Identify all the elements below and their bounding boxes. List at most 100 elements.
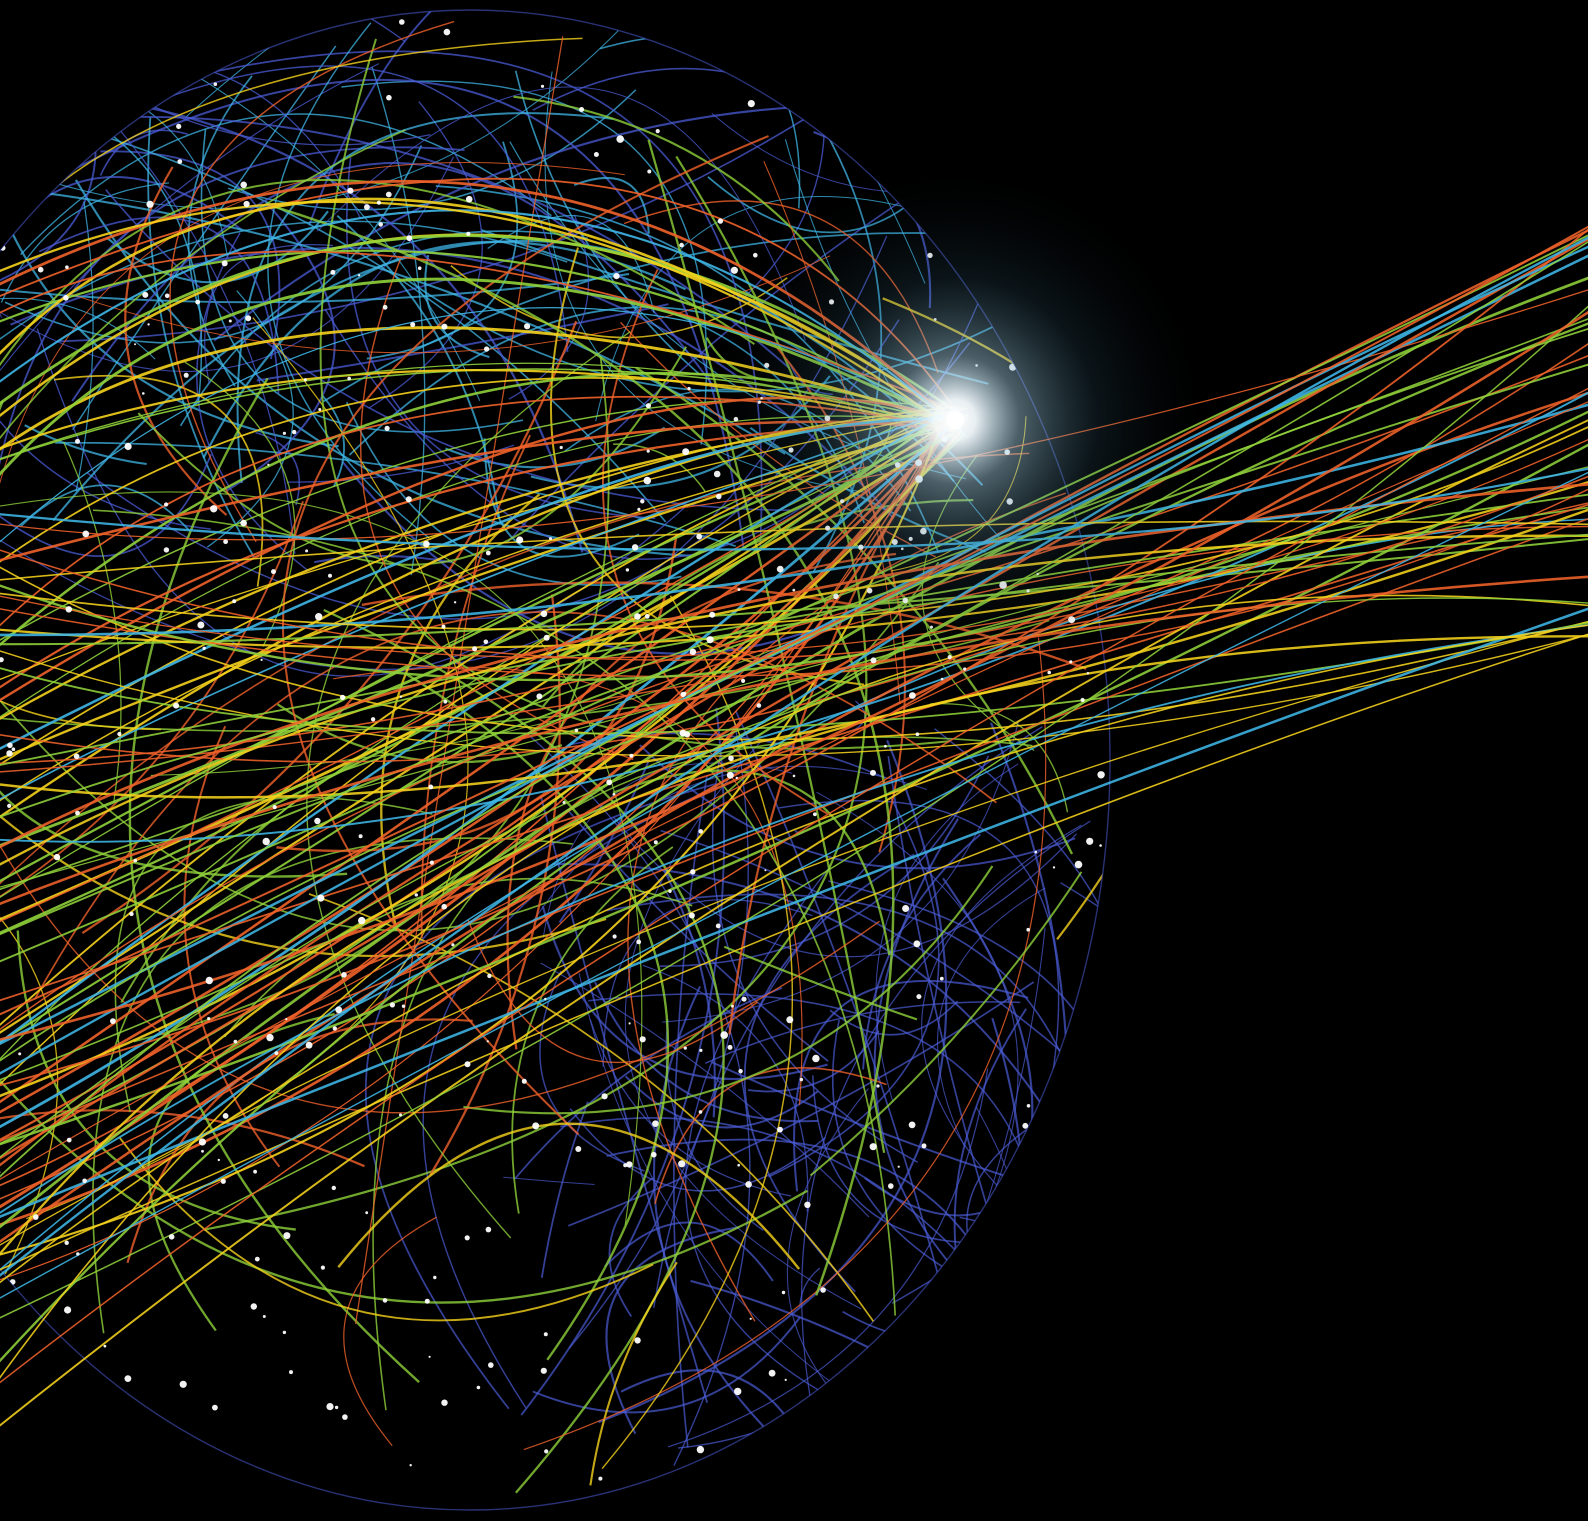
city-dot: [888, 1183, 894, 1189]
city-dot: [466, 196, 473, 203]
city-dot: [820, 1287, 826, 1293]
city-dot: [273, 805, 277, 809]
city-dot: [668, 890, 671, 893]
city-dot: [680, 730, 687, 737]
city-dot: [741, 679, 745, 683]
city-dot: [18, 1052, 21, 1055]
city-dot: [884, 745, 887, 748]
city-dot: [134, 859, 138, 863]
city-dot: [177, 159, 182, 164]
city-dot: [812, 1055, 819, 1062]
city-dot: [210, 505, 217, 512]
city-dot: [575, 729, 579, 733]
city-dot: [428, 785, 433, 790]
city-dot: [876, 1084, 879, 1087]
city-dot: [487, 974, 491, 978]
city-dot: [364, 204, 370, 210]
city-dot: [640, 1036, 646, 1042]
city-dot: [616, 135, 624, 143]
city-dot: [335, 1406, 338, 1409]
city-dot: [870, 1143, 877, 1150]
city-dot: [433, 1276, 436, 1279]
city-dot: [606, 779, 612, 785]
city-dot: [541, 85, 544, 88]
city-dot: [1081, 698, 1085, 702]
city-dot: [75, 811, 80, 816]
city-dot: [1047, 671, 1051, 675]
city-dot: [104, 1345, 107, 1348]
city-dot: [698, 829, 703, 834]
city-dot: [922, 1143, 927, 1148]
city-dot: [579, 107, 584, 112]
city-dot: [465, 1235, 470, 1240]
city-dot: [125, 443, 132, 450]
city-dot: [734, 1388, 741, 1395]
city-dot: [33, 1214, 39, 1220]
city-dot: [206, 977, 213, 984]
city-dot: [306, 1042, 313, 1049]
city-dot: [738, 588, 741, 591]
city-dot: [429, 1356, 431, 1358]
city-dot: [326, 1403, 333, 1410]
city-dot: [629, 1022, 631, 1024]
city-dot: [488, 1362, 494, 1368]
city-dot: [386, 192, 392, 198]
city-dot: [1075, 861, 1083, 869]
city-dot: [267, 464, 269, 466]
city-dot: [594, 152, 599, 157]
city-dot: [689, 913, 695, 919]
city-dot: [314, 818, 320, 824]
city-dot: [65, 1241, 69, 1245]
city-dot: [65, 265, 69, 269]
city-dot: [563, 801, 566, 804]
city-dot: [255, 1257, 260, 1262]
city-dot: [399, 1113, 402, 1116]
city-dot: [317, 895, 324, 902]
city-dot: [684, 1047, 687, 1050]
city-dot: [207, 1017, 210, 1020]
city-dot: [640, 499, 644, 503]
city-dot: [38, 267, 44, 273]
city-dot: [180, 1381, 187, 1388]
city-dot: [342, 1414, 348, 1420]
city-dot: [656, 129, 660, 133]
city-dot: [716, 924, 721, 929]
city-dot: [736, 777, 738, 779]
city-dot: [12, 747, 16, 751]
city-dot: [728, 756, 734, 762]
city-dot: [390, 1002, 395, 1007]
city-dot: [75, 439, 80, 444]
city-dot: [636, 940, 641, 945]
city-dot: [54, 854, 60, 860]
city-dot: [699, 1049, 702, 1052]
city-dot: [632, 544, 638, 550]
city-dot: [218, 1159, 220, 1161]
city-dot: [524, 323, 530, 329]
city-dot: [142, 392, 145, 395]
city-dot: [321, 1266, 325, 1270]
city-dot: [415, 893, 418, 896]
city-dot: [365, 1211, 368, 1214]
city-dot: [386, 95, 392, 101]
city-dot: [560, 446, 563, 449]
city-dot: [654, 840, 658, 844]
city-dot: [634, 613, 641, 620]
city-dot: [6, 750, 12, 756]
city-dot: [472, 646, 477, 651]
city-dot: [410, 1464, 412, 1466]
city-dot: [737, 1164, 740, 1167]
city-dot: [785, 1379, 787, 1381]
city-dot: [541, 611, 548, 618]
city-dot: [1026, 928, 1030, 932]
city-dot: [683, 692, 686, 695]
city-dot: [484, 346, 489, 351]
city-dot: [1035, 851, 1038, 854]
city-dot: [544, 1332, 548, 1336]
city-dot: [644, 477, 652, 485]
city-dot: [82, 531, 89, 538]
city-dot: [748, 100, 755, 107]
city-dot: [813, 812, 817, 816]
city-dot: [318, 408, 321, 411]
city-dot: [335, 1006, 342, 1013]
city-dot: [117, 732, 121, 736]
